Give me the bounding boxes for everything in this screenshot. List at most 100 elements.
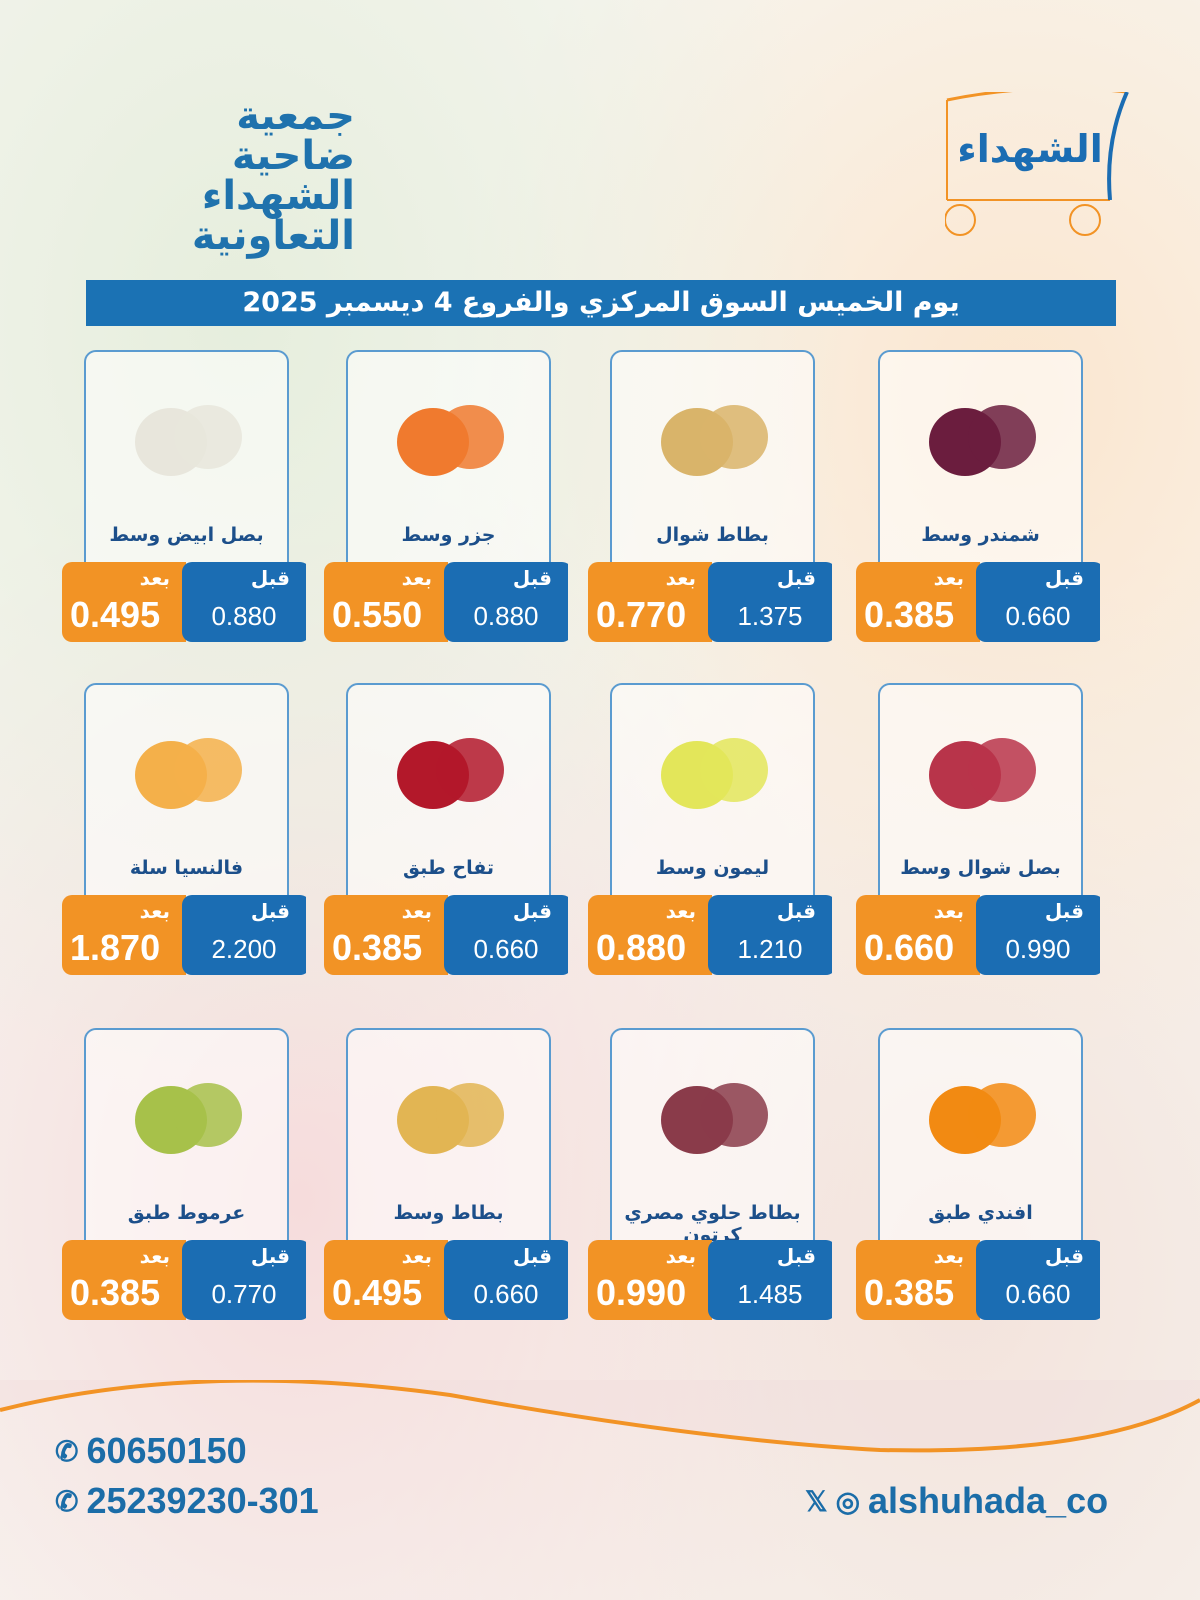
before-price: 0.660	[1005, 1279, 1071, 1309]
price-before: قبل 2.200	[182, 895, 306, 975]
product-card: افندي طبق	[878, 1028, 1083, 1258]
price-before: قبل 1.375	[708, 562, 832, 642]
price-tag: بعد 0.495 قبل 0.660	[324, 1240, 572, 1320]
price-after: بعد 0.990	[588, 1240, 712, 1320]
before-label: قبل	[1044, 899, 1084, 923]
brand-line: جمعية	[236, 93, 355, 139]
date-banner: يوم الخميس السوق المركزي والفروع 4 ديسمب…	[86, 280, 1116, 326]
price-before: قبل 0.880	[182, 562, 306, 642]
price-tag: بعد 0.385 قبل 0.770	[62, 1240, 310, 1320]
product-card: بطاط وسط	[346, 1028, 551, 1258]
before-price: 1.375	[737, 601, 803, 631]
before-label: قبل	[512, 566, 552, 590]
social-username: alshuhada_co	[868, 1480, 1109, 1521]
after-label: بعد	[401, 566, 432, 590]
before-price: 0.770	[211, 1279, 277, 1309]
price-before: قبل 0.660	[444, 895, 568, 975]
product-card: جزر وسط	[346, 350, 551, 580]
product-image	[929, 1083, 1036, 1154]
product-image	[397, 738, 504, 809]
price-tag: بعد 0.880 قبل 1.210	[588, 895, 836, 975]
after-label: بعد	[933, 566, 964, 590]
product-image	[397, 405, 504, 476]
product-name: بطاط وسط	[393, 1202, 504, 1224]
product-card: شمندر وسط	[878, 350, 1083, 580]
price-after: بعد 0.385	[324, 895, 448, 975]
after-label: بعد	[933, 1244, 964, 1268]
price-after: بعد 1.870	[62, 895, 186, 975]
brand-name: جمعية ضاحية الشهداء التعاونية	[70, 96, 355, 256]
phone-contact[interactable]: ✆ 25239230-301	[55, 1480, 319, 1522]
product-card: فالنسيا سلة	[84, 683, 289, 913]
product-name: بطاط شوال	[656, 524, 769, 546]
before-price: 0.880	[211, 601, 277, 631]
price-tag: بعد 0.770 قبل 1.375	[588, 562, 836, 642]
product-image	[135, 1083, 242, 1154]
instagram-icon: ◎	[835, 1485, 860, 1517]
before-price: 1.485	[737, 1279, 803, 1309]
before-label: قبل	[250, 899, 290, 923]
product-name: ليمون وسط	[655, 857, 770, 879]
product-card: تفاح طبق	[346, 683, 551, 913]
brand-line: ضاحية الشهداء	[201, 133, 355, 219]
brand-line: التعاونية	[191, 213, 355, 259]
before-label: قبل	[776, 1244, 816, 1268]
product-image	[397, 1083, 504, 1154]
product-card: بطاط حلوي مصري كرتون	[610, 1028, 815, 1258]
product-card: بطاط شوال	[610, 350, 815, 580]
logo: الشهداء	[945, 92, 1129, 236]
social-handle[interactable]: 𝕏 ◎ alshuhada_co	[805, 1480, 1108, 1522]
product-name: شمندر وسط	[921, 524, 1040, 546]
before-label: قبل	[250, 566, 290, 590]
price-tag: بعد 0.990 قبل 1.485	[588, 1240, 836, 1320]
after-price: 0.385	[332, 927, 423, 968]
price-tag: بعد 1.870 قبل 2.200	[62, 895, 310, 975]
price-tag: بعد 0.385 قبل 0.660	[856, 1240, 1104, 1320]
price-after: بعد 0.550	[324, 562, 448, 642]
after-price: 0.770	[596, 594, 687, 635]
after-label: بعد	[665, 899, 696, 923]
price-after: بعد 0.770	[588, 562, 712, 642]
after-price: 1.870	[70, 927, 161, 968]
after-price: 0.495	[332, 1272, 423, 1313]
price-after: بعد 0.495	[324, 1240, 448, 1320]
after-label: بعد	[139, 566, 170, 590]
price-before: قبل 0.880	[444, 562, 568, 642]
product-image	[661, 1083, 768, 1154]
whatsapp-contact[interactable]: ✆ 60650150	[55, 1430, 247, 1472]
price-after: بعد 0.385	[856, 562, 980, 642]
x-icon: 𝕏	[805, 1485, 828, 1517]
before-price: 0.990	[1005, 934, 1071, 964]
whatsapp-number: 60650150	[86, 1430, 247, 1471]
product-image	[661, 738, 768, 809]
product-image	[135, 738, 242, 809]
product-name: افندي طبق	[928, 1202, 1033, 1224]
before-price: 0.660	[1005, 601, 1071, 631]
before-label: قبل	[512, 899, 552, 923]
before-price: 0.880	[473, 601, 539, 631]
product-name: بصل ابيض وسط	[109, 524, 264, 546]
before-label: قبل	[776, 899, 816, 923]
after-label: بعد	[139, 899, 170, 923]
after-label: بعد	[665, 1244, 696, 1268]
before-price: 0.660	[473, 934, 539, 964]
after-label: بعد	[665, 566, 696, 590]
after-price: 0.385	[70, 1272, 161, 1313]
price-tag: بعد 0.385 قبل 0.660	[856, 562, 1104, 642]
product-image	[661, 405, 768, 476]
after-label: بعد	[401, 899, 432, 923]
phone-number: 25239230-301	[86, 1480, 319, 1521]
footer	[0, 1380, 1200, 1600]
price-after: بعد 0.385	[856, 1240, 980, 1320]
product-name: تفاح طبق	[402, 857, 495, 879]
after-price: 0.385	[864, 594, 955, 635]
svg-text:الشهداء: الشهداء	[957, 127, 1102, 171]
before-price: 0.660	[473, 1279, 539, 1309]
before-label: قبل	[250, 1244, 290, 1268]
after-price: 0.495	[70, 594, 161, 635]
price-tag: بعد 0.550 قبل 0.880	[324, 562, 572, 642]
price-after: بعد 0.495	[62, 562, 186, 642]
wave-divider	[0, 1380, 1200, 1453]
price-before: قبل 0.990	[976, 895, 1100, 975]
after-label: بعد	[933, 899, 964, 923]
